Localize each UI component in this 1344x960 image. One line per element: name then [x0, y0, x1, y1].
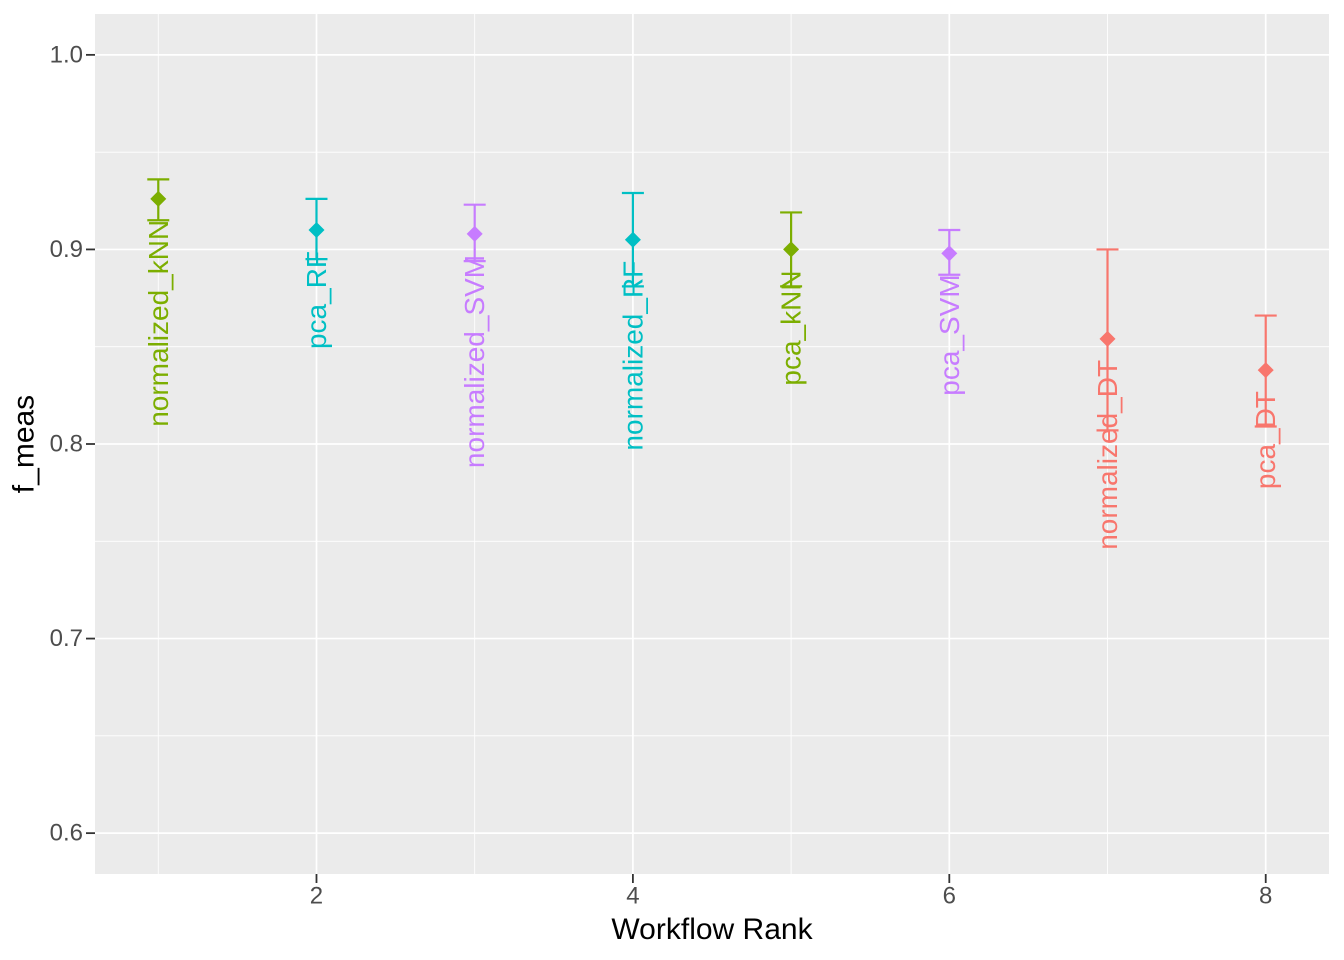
point-marker [1099, 330, 1116, 347]
workflow-label: normalized_DT [1092, 360, 1123, 550]
y-tick-label: 0.9 [50, 236, 83, 263]
workflow-label: pca_SVM [934, 274, 965, 395]
y-tick-label: 0.6 [50, 820, 83, 847]
workflow-label: pca_DT [1250, 391, 1281, 489]
workflow-label: normalized_SVM [459, 255, 490, 468]
y-tick-label: 1.0 [50, 41, 83, 68]
point-marker [783, 241, 800, 258]
point-marker [1257, 362, 1274, 379]
y-tick-label: 0.7 [50, 625, 83, 652]
point-marker [941, 245, 958, 262]
point-marker [150, 190, 167, 207]
workflow-label: normalized_kNN [143, 220, 174, 427]
x-tick-label: 2 [310, 883, 323, 910]
point-marker [624, 231, 641, 248]
x-tick-label: 6 [943, 883, 956, 910]
point-marker [466, 225, 483, 242]
workflow-label: pca_RF [301, 251, 332, 349]
x-tick-label: 4 [626, 883, 639, 910]
workflow-label: normalized_RF [617, 261, 648, 451]
x-axis-title: Workflow Rank [611, 913, 813, 946]
workflow-label: pca_kNN [776, 270, 807, 385]
y-axis-title: f_meas [7, 394, 41, 494]
x-tick-label: 8 [1259, 883, 1272, 910]
y-tick-label: 0.8 [50, 431, 83, 458]
point-marker [308, 221, 325, 238]
